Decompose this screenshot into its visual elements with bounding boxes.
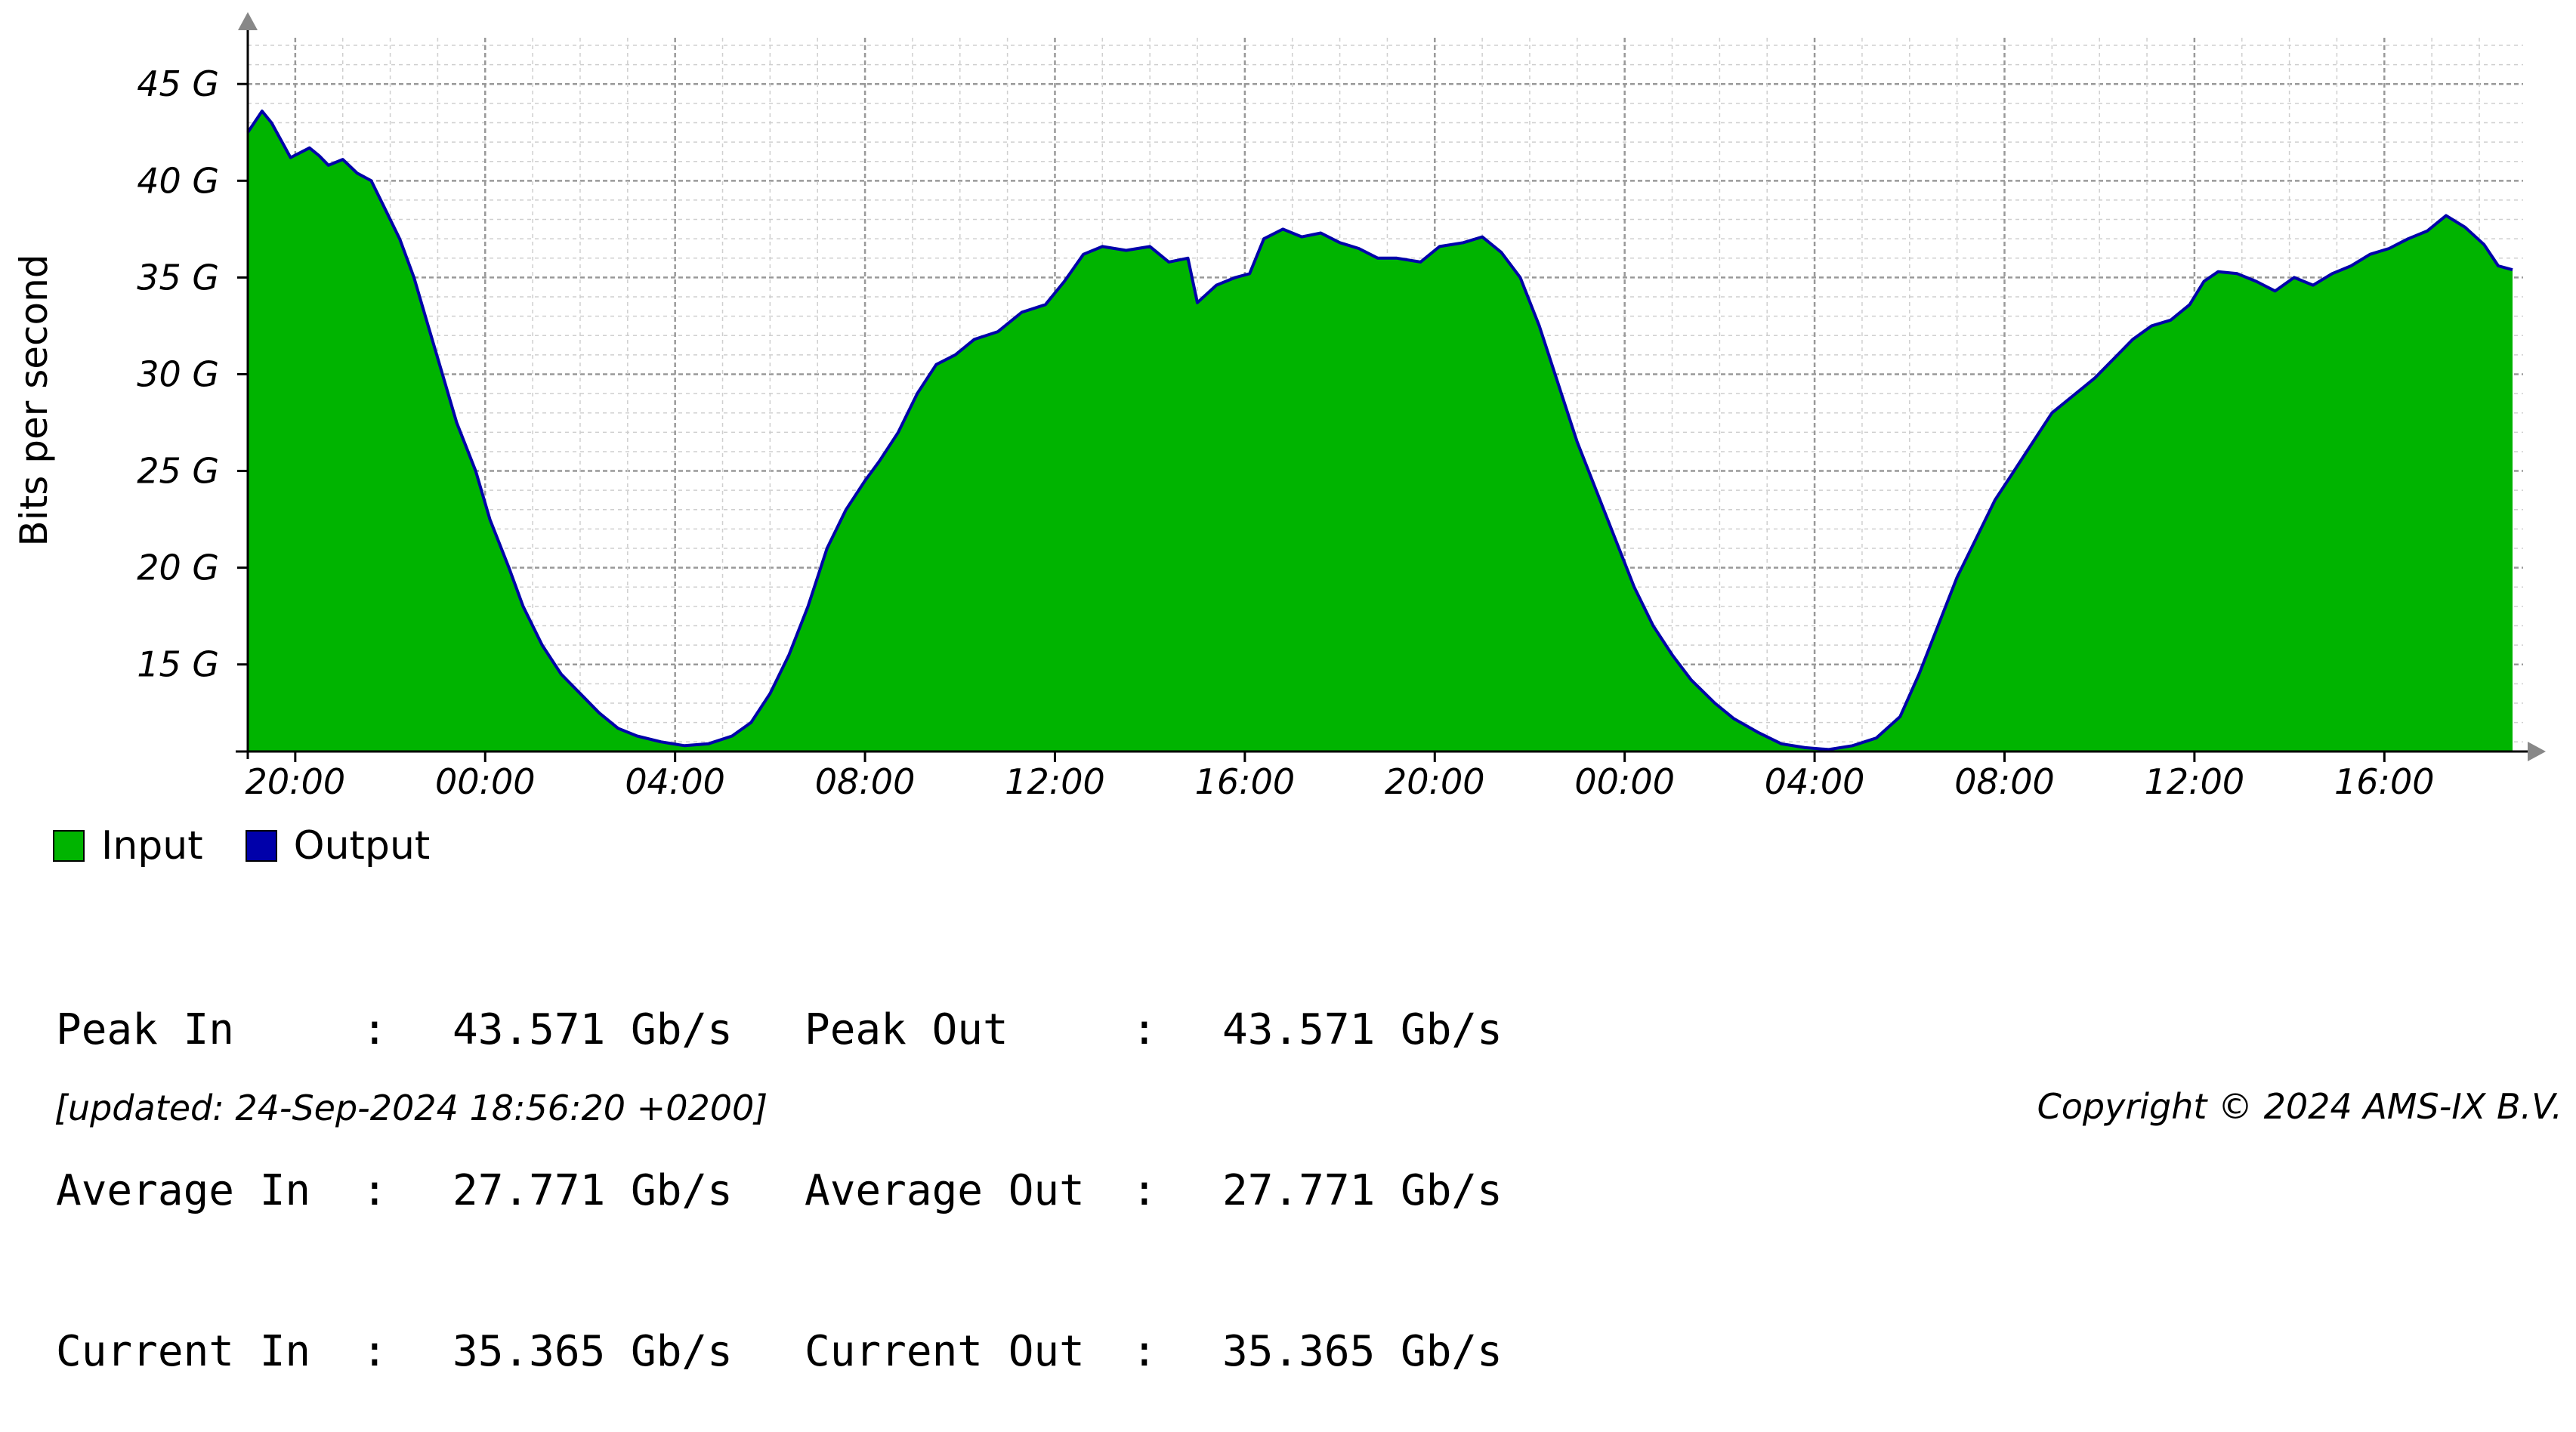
y-tick-label: 45 G bbox=[137, 63, 219, 104]
cur-in-value: 35.365 Gb/s bbox=[452, 1327, 733, 1376]
y-tick-label: 20 G bbox=[137, 548, 219, 588]
separator: : bbox=[1132, 1327, 1157, 1376]
avg-in-value: 27.771 Gb/s bbox=[452, 1166, 733, 1215]
updated-timestamp: [updated: 24-Sep-2024 18:56:20 +0200] bbox=[54, 1088, 768, 1128]
x-tick-label: 12:00 bbox=[1005, 761, 1105, 802]
x-tick-label: 00:00 bbox=[1574, 761, 1675, 802]
x-tick-label: 20:00 bbox=[1385, 761, 1485, 802]
separator: : bbox=[362, 1005, 388, 1054]
x-tick-label: 16:00 bbox=[2334, 761, 2435, 802]
cur-out-value: 35.365 Gb/s bbox=[1222, 1327, 1503, 1376]
y-tick-label: 15 G bbox=[137, 644, 219, 685]
legend-item-output: Output bbox=[245, 823, 431, 869]
input-swatch bbox=[53, 830, 85, 862]
separator: : bbox=[362, 1166, 388, 1215]
axes bbox=[236, 12, 2546, 761]
cur-in-label: Current In bbox=[56, 1327, 311, 1376]
stat-row-average: Average In : 27.771 Gb/s Average Out : 2… bbox=[56, 1164, 1524, 1218]
legend: Input Output bbox=[53, 823, 472, 869]
peak-out-value: 43.571 Gb/s bbox=[1222, 1005, 1503, 1054]
x-tick-label: 08:00 bbox=[1954, 761, 2055, 802]
copyright-notice: Copyright © 2024 AMS-IX B.V. bbox=[2037, 1086, 2562, 1127]
y-tick-label: 40 G bbox=[137, 160, 219, 201]
traffic-chart: 15 G 20 G 25 G 30 G 35 G 40 G 45 G 20:00 00:00 0… bbox=[12, 12, 2546, 802]
legend-output-label: Output bbox=[293, 823, 431, 869]
x-tick-label: 04:00 bbox=[625, 761, 725, 802]
separator: : bbox=[362, 1327, 388, 1376]
stat-row-peak: Peak In : 43.571 Gb/s Peak Out : 43.571 … bbox=[56, 1003, 1524, 1057]
x-tick-label: 00:00 bbox=[435, 761, 536, 802]
y-tick-label: 30 G bbox=[137, 353, 219, 394]
y-tick-label: 35 G bbox=[137, 257, 219, 298]
avg-in-label: Average In bbox=[56, 1166, 311, 1215]
x-tick-label: 08:00 bbox=[815, 761, 916, 802]
cur-out-label: Current Out bbox=[805, 1327, 1085, 1376]
output-line bbox=[246, 110, 2513, 751]
x-tick-label: 20:00 bbox=[246, 761, 346, 802]
y-tick-labels: 15 G 20 G 25 G 30 G 35 G 40 G 45 G bbox=[137, 63, 248, 685]
y-tick-label: 25 G bbox=[137, 451, 219, 492]
output-swatch bbox=[245, 830, 277, 862]
legend-input-label: Input bbox=[101, 823, 203, 869]
x-tick-label: 12:00 bbox=[2145, 761, 2245, 802]
x-tick-label: 16:00 bbox=[1195, 761, 1296, 802]
peak-out-label: Peak Out bbox=[805, 1005, 1008, 1054]
avg-out-label: Average Out bbox=[805, 1166, 1085, 1215]
x-tick-label: 04:00 bbox=[1765, 761, 1865, 802]
separator: : bbox=[1132, 1166, 1157, 1215]
y-axis-arrow-icon bbox=[238, 12, 258, 30]
separator: : bbox=[1132, 1005, 1157, 1054]
stat-row-current: Current In : 35.365 Gb/s Current Out : 3… bbox=[56, 1325, 1524, 1378]
avg-out-value: 27.771 Gb/s bbox=[1222, 1166, 1503, 1215]
peak-in-value: 43.571 Gb/s bbox=[452, 1005, 733, 1054]
x-tick-labels: 20:00 00:00 04:00 08:00 12:00 16:00 20:00 00:00… bbox=[246, 751, 2435, 802]
stats-table: Peak In : 43.571 Gb/s Peak Out : 43.571 … bbox=[56, 896, 1524, 1432]
peak-in-label: Peak In bbox=[56, 1005, 235, 1054]
y-axis-title: Bits per second bbox=[12, 254, 56, 546]
input-area bbox=[248, 111, 2513, 752]
legend-item-input: Input bbox=[53, 823, 203, 869]
x-axis-arrow-icon bbox=[2528, 742, 2546, 761]
